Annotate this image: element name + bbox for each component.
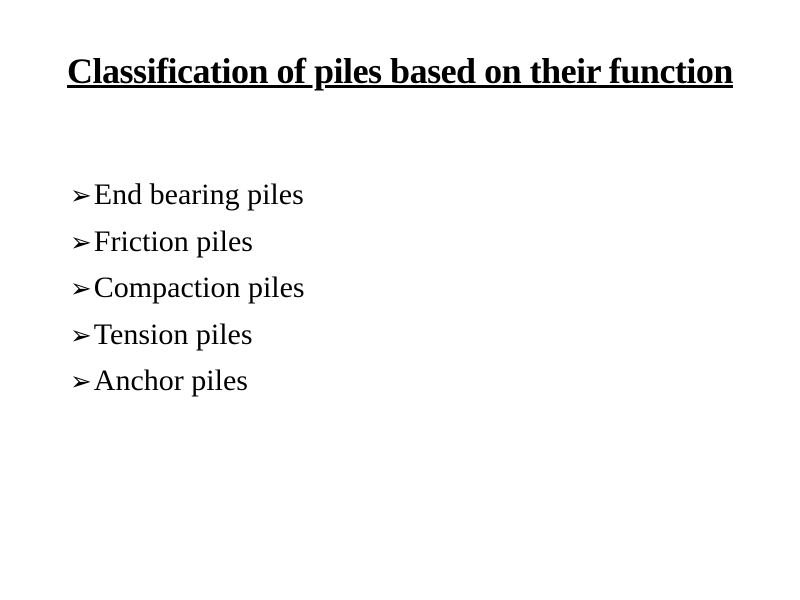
slide-container: Classification of piles based on their f… bbox=[0, 0, 800, 600]
list-item: ➢ Friction piles bbox=[70, 219, 740, 266]
bullet-icon: ➢ bbox=[70, 361, 92, 401]
bullet-icon: ➢ bbox=[70, 268, 92, 308]
list-item: ➢ Tension piles bbox=[70, 312, 740, 359]
bullet-icon: ➢ bbox=[70, 175, 92, 215]
list-item-text: Tension piles bbox=[94, 312, 253, 359]
list-item-text: Anchor piles bbox=[94, 358, 248, 405]
list-item-text: Friction piles bbox=[94, 219, 253, 266]
bullet-icon: ➢ bbox=[70, 222, 92, 262]
bullet-icon: ➢ bbox=[70, 315, 92, 355]
list-item-text: End bearing piles bbox=[94, 172, 304, 219]
list-item-text: Compaction piles bbox=[94, 265, 305, 312]
list-item: ➢ Anchor piles bbox=[70, 358, 740, 405]
list-item: ➢ End bearing piles bbox=[70, 172, 740, 219]
slide-title: Classification of piles based on their f… bbox=[60, 50, 740, 92]
list-item: ➢ Compaction piles bbox=[70, 265, 740, 312]
bullet-list: ➢ End bearing piles ➢ Friction piles ➢ C… bbox=[60, 172, 740, 405]
